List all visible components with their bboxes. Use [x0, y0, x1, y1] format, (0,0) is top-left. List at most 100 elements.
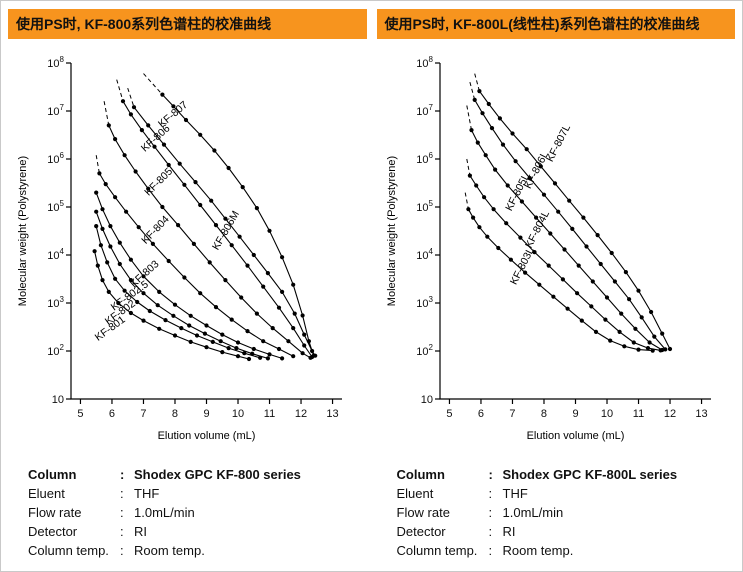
svg-text:13: 13	[695, 408, 707, 420]
spec-value: THF	[134, 486, 160, 501]
spec-label: Column	[28, 467, 77, 482]
panel-kf800l: 使用PS时, KF-800L(线性柱)系列色谱柱的校准曲线 5 6 7 8 9 10 11 1…	[376, 9, 736, 563]
series-KF-805L	[466, 105, 665, 353]
series-KF-803	[94, 190, 285, 361]
svg-text:7: 7	[141, 408, 147, 420]
spec-colon: :	[120, 505, 124, 520]
svg-text:108: 108	[48, 55, 65, 70]
spec-row: Column: Shodex GPC KF-800 series	[28, 465, 367, 484]
spec-row: Flow rate:1.0mL/min	[28, 503, 367, 522]
curve-label: KF-807	[156, 99, 190, 130]
panel-title-kf800l: 使用PS时, KF-800L(线性柱)系列色谱柱的校准曲线	[376, 9, 735, 39]
series-KF-804	[95, 155, 296, 359]
svg-text:102: 102	[416, 343, 433, 358]
svg-text:9: 9	[204, 408, 210, 420]
spec-table-kf800l: Column: Shodex GPC KF-800L series Eluent: T…	[377, 465, 736, 560]
svg-text:102: 102	[48, 343, 65, 358]
y-axis-title: Molecular weight (Polystyrene)	[386, 156, 398, 306]
series-KF-807	[143, 73, 316, 358]
spec-value: 1.0mL/min	[134, 505, 195, 520]
panel-kf800: 使用PS时, KF-800系列色谱柱的校准曲线 5 6 7 8 9 10 11 12 13 10 1…	[8, 9, 367, 563]
curve-label: KF-803L	[508, 245, 537, 286]
y-axis-title: Molecular weight (Polystyrene)	[17, 156, 29, 306]
svg-text:7: 7	[509, 408, 515, 420]
spec-value: Room temp.	[134, 543, 205, 558]
spec-colon: :	[488, 543, 493, 558]
chart-canvas: 5 6 7 8 9 10 11 12 13 10 102 103 104 105 106 107 108 KF-8…	[386, 55, 711, 442]
spec-colon: :	[488, 486, 493, 501]
svg-text:11: 11	[633, 408, 644, 420]
curve-label: KF-805	[143, 165, 176, 198]
spec-label: Column temp.	[396, 543, 478, 558]
spec-colon: :	[488, 505, 493, 520]
spec-row: Flow rate:1.0mL/min	[397, 503, 736, 522]
svg-text:107: 107	[416, 103, 433, 118]
spec-label: Column	[396, 467, 445, 482]
spec-colon: :	[120, 486, 124, 501]
svg-text:107: 107	[48, 103, 65, 118]
panel-title-kf800: 使用PS时, KF-800系列色谱柱的校准曲线	[8, 9, 367, 39]
spec-value: 1.0mL/min	[502, 505, 564, 520]
svg-text:104: 104	[48, 247, 65, 262]
y-axis: 10 102 103 104 105 106 107 108	[48, 55, 72, 406]
spec-row: Column temp.: Room temp.	[397, 541, 736, 560]
series-KF-807L	[473, 73, 672, 352]
spec-label: Detector	[28, 524, 78, 539]
spec-value: RI	[502, 524, 516, 539]
svg-text:9: 9	[572, 408, 578, 420]
spec-colon: :	[120, 543, 124, 558]
spec-row: Eluent: THF	[397, 484, 736, 503]
svg-text:11: 11	[264, 408, 275, 420]
svg-text:108: 108	[416, 55, 433, 70]
svg-text:104: 104	[416, 247, 433, 262]
series-KF-805	[103, 101, 313, 360]
spec-label: Flow rate	[396, 505, 450, 520]
series-KF-804L	[466, 158, 663, 353]
svg-text:6: 6	[478, 408, 484, 420]
spec-row: Column: Shodex GPC KF-800L series	[397, 465, 736, 484]
spec-value: RI	[134, 524, 147, 539]
spec-label: Detector	[396, 524, 446, 539]
series-KF-806M	[127, 87, 318, 358]
svg-text:103: 103	[416, 295, 433, 310]
spec-colon: :	[488, 467, 493, 482]
spec-row: Detector: RI	[28, 522, 367, 541]
svg-text:12: 12	[664, 408, 676, 420]
svg-text:10: 10	[421, 394, 433, 406]
x-axis-title: Elution volume (mL)	[158, 430, 256, 442]
spec-label: Column temp.	[28, 543, 109, 558]
svg-text:8: 8	[541, 408, 547, 420]
series-KF-803L	[464, 192, 655, 353]
svg-text:106: 106	[416, 151, 433, 166]
svg-text:8: 8	[172, 408, 178, 420]
spec-row: Column temp.: Room temp.	[28, 541, 367, 560]
svg-text:106: 106	[48, 151, 65, 166]
series-KF-802	[94, 224, 263, 360]
svg-text:13: 13	[327, 408, 339, 420]
series-KF-801	[92, 249, 252, 362]
calibration-chart-kf800l: 5 6 7 8 9 10 11 12 13 10 102 103 104 105 106 107 108 KF-8…	[377, 47, 736, 451]
spec-label: Eluent	[28, 486, 65, 501]
curve-label: KF-804L	[523, 209, 552, 250]
chart-canvas: 5 6 7 8 9 10 11 12 13 10 102 103 104 105 106 107 108 KF-8…	[17, 55, 343, 442]
spec-row: Eluent: THF	[28, 484, 367, 503]
spec-label: Flow rate	[28, 505, 82, 520]
spec-value: Shodex GPC KF-800 series	[134, 467, 301, 482]
series-KF-802.5	[94, 209, 271, 361]
series-KF-806	[116, 79, 315, 360]
svg-text:12: 12	[295, 408, 307, 420]
svg-text:6: 6	[109, 408, 115, 420]
svg-text:105: 105	[48, 199, 65, 214]
curve-label: KF-806M	[210, 209, 242, 252]
spec-value: Shodex GPC KF-800L series	[502, 467, 678, 482]
y-axis: 10 102 103 104 105 106 107 108	[416, 55, 440, 406]
spec-label: Eluent	[396, 486, 434, 501]
svg-text:10: 10	[52, 394, 64, 406]
svg-text:105: 105	[416, 199, 433, 214]
svg-text:10: 10	[601, 408, 613, 420]
curve-label: KF-807L	[544, 122, 573, 163]
svg-text:10: 10	[232, 408, 244, 420]
spec-table-kf800: Column: Shodex GPC KF-800 series Eluent: TH…	[8, 465, 367, 560]
svg-text:5: 5	[78, 408, 84, 420]
